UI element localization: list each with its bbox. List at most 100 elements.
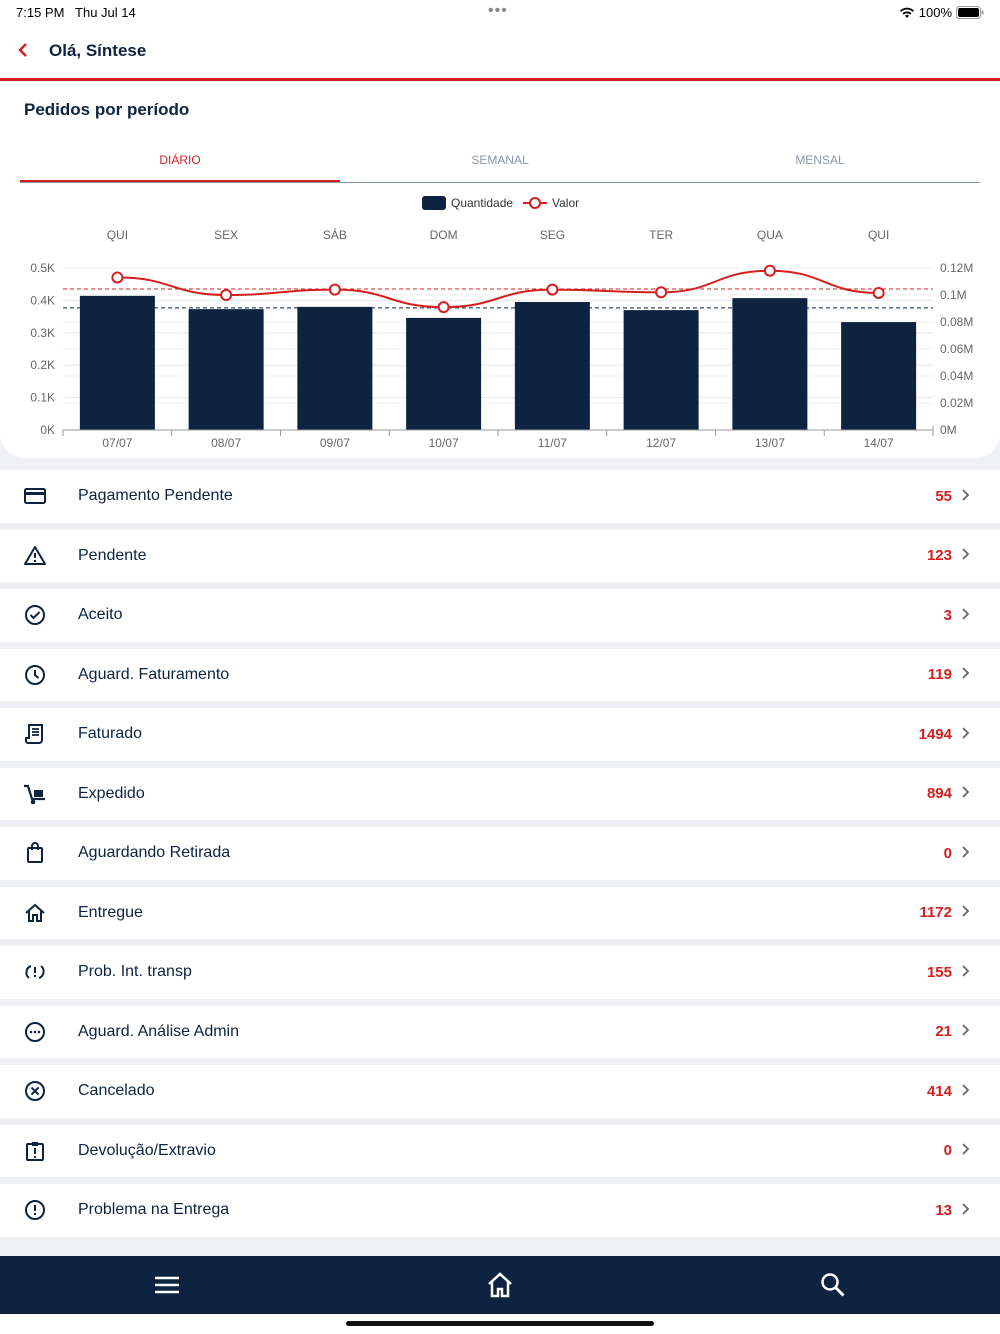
y-left-tick-label: 0.2K bbox=[30, 358, 55, 372]
receipt-icon bbox=[25, 724, 43, 745]
chevron-right-icon bbox=[960, 605, 970, 626]
menu-button[interactable] bbox=[147, 1265, 187, 1305]
point-valor bbox=[763, 264, 776, 277]
list-item-label: Faturado bbox=[78, 725, 143, 743]
list-item-faturado[interactable]: Faturado 1494 bbox=[0, 708, 1000, 768]
list-item-count: 119 bbox=[927, 666, 952, 684]
list-item-pendente[interactable]: Pendente 123 bbox=[0, 529, 1000, 589]
y-left-tick-label: 0.4K bbox=[30, 293, 55, 307]
shopping-bag-icon bbox=[27, 842, 43, 864]
search-button[interactable] bbox=[813, 1265, 853, 1305]
y-right-tick-label: 0.02M bbox=[940, 396, 973, 410]
menu-icon bbox=[154, 1276, 179, 1294]
point-valor bbox=[546, 283, 559, 296]
orders-chart: Quantidade Valor 0K 0.1K 0.2K 0.3K 0.4K 0.5K 0M 0… bbox=[30, 196, 973, 450]
list-item-label: Expedido bbox=[78, 784, 145, 802]
chevron-right-icon bbox=[960, 664, 970, 685]
bar-quantidade bbox=[732, 298, 808, 430]
chevron-right-icon bbox=[960, 843, 970, 864]
tab-mensal[interactable]: MENSAL bbox=[795, 153, 845, 167]
list-item-entregue[interactable]: Entregue 1172 bbox=[0, 886, 1000, 946]
list-item-label: Cancelado bbox=[78, 1082, 155, 1100]
y-right-tick-label: 0.04M bbox=[940, 369, 973, 383]
list-item-pagamento-pendente[interactable]: Pagamento Pendente 55 bbox=[0, 470, 1000, 530]
list-item-aguard-analise-admin[interactable]: Aguard. Análise Admin 21 bbox=[0, 1005, 1000, 1065]
list-item-count: 0 bbox=[943, 844, 952, 862]
point-valor bbox=[872, 286, 885, 299]
bar-quantidade bbox=[406, 317, 482, 430]
chevron-right-icon bbox=[960, 902, 970, 923]
day-label: DOM bbox=[430, 228, 458, 242]
day-label: TER bbox=[649, 228, 673, 242]
chevron-right-icon bbox=[960, 724, 970, 745]
warning-icon bbox=[24, 545, 46, 565]
point-valor bbox=[328, 283, 341, 296]
x-tick-label: 11/07 bbox=[538, 436, 567, 450]
wifi-icon bbox=[899, 7, 914, 18]
list-item-label: Aceito bbox=[78, 606, 123, 624]
list-item-count: 414 bbox=[926, 1082, 952, 1100]
legend-label-quantidade: Quantidade bbox=[451, 196, 513, 210]
legend-label-valor: Valor bbox=[552, 196, 579, 210]
hand-truck-icon bbox=[24, 784, 45, 805]
list-item-prob-int-transp[interactable]: Prob. Int. transp 155 bbox=[0, 946, 1000, 1006]
sync-problem-icon bbox=[25, 965, 45, 980]
point-valor bbox=[655, 286, 668, 299]
legend-marker-valor bbox=[529, 197, 541, 209]
x-tick-label: 08/07 bbox=[211, 436, 241, 450]
list-item-count: 55 bbox=[935, 487, 952, 505]
list-item-count: 1494 bbox=[918, 725, 952, 743]
list-item-label: Devolução/Extravio bbox=[78, 1141, 216, 1159]
list-item-problema-na-entrega[interactable]: Problema na Entrega 13 bbox=[0, 1184, 1000, 1244]
x-tick-label: 07/07 bbox=[102, 436, 132, 450]
list-item-expedido[interactable]: Expedido 894 bbox=[0, 767, 1000, 827]
line-valor bbox=[117, 269, 879, 309]
y-right-tick-label: 0M bbox=[940, 423, 957, 437]
bar-quantidade bbox=[188, 309, 264, 430]
home-button[interactable] bbox=[480, 1265, 520, 1305]
cancel-circle-icon bbox=[25, 1081, 45, 1102]
list-item-devolucao-extravio[interactable]: Devolução/Extravio 0 bbox=[0, 1124, 1000, 1184]
clipboard-alert-icon bbox=[26, 1141, 44, 1161]
more-circle-icon bbox=[25, 1021, 45, 1042]
bottom-nav bbox=[0, 1256, 1000, 1314]
clock-icon bbox=[25, 664, 45, 685]
time: 7:15 PM bbox=[16, 5, 65, 20]
day-label: QUA bbox=[757, 228, 783, 242]
list-item-label: Aguard. Faturamento bbox=[78, 665, 230, 683]
home-icon bbox=[25, 903, 45, 922]
alert-circle-icon bbox=[25, 1200, 45, 1221]
home-indicator bbox=[0, 1314, 1000, 1334]
y-left-tick-label: 0.3K bbox=[30, 326, 55, 340]
y-right-tick-label: 0.06M bbox=[940, 342, 973, 356]
day-label: SÁB bbox=[323, 227, 347, 242]
list-item-aguard-faturamento[interactable]: Aguard. Faturamento 119 bbox=[0, 648, 1000, 708]
bar-quantidade bbox=[514, 302, 590, 430]
list-item-count: 0 bbox=[943, 1142, 952, 1160]
list-item-cancelado[interactable]: Cancelado 414 bbox=[0, 1065, 1000, 1125]
list-item-label: Problema na Entrega bbox=[78, 1201, 230, 1219]
status-bar: 7:15 PM Thu Jul 14 ••• 100% bbox=[0, 0, 1000, 26]
tab-diario[interactable]: DIÁRIO bbox=[20, 143, 340, 182]
search-icon bbox=[821, 1273, 845, 1297]
list-item-aguardando-retirada[interactable]: Aguardando Retirada 0 bbox=[0, 827, 1000, 887]
list-item-count: 894 bbox=[926, 785, 952, 803]
back-button[interactable] bbox=[16, 40, 30, 66]
bar-quantidade bbox=[297, 306, 373, 430]
x-tick-label: 12/07 bbox=[646, 436, 676, 450]
multitasking-dots-icon[interactable]: ••• bbox=[488, 2, 508, 19]
list-item-aceito[interactable]: Aceito 3 bbox=[0, 589, 1000, 649]
order-status-list: Pagamento Pendente 55 Pendente 123 Aceit… bbox=[0, 470, 1000, 1244]
point-valor bbox=[111, 271, 124, 284]
list-item-count: 13 bbox=[935, 1201, 952, 1219]
date: Thu Jul 14 bbox=[75, 5, 136, 20]
point-valor bbox=[220, 289, 233, 301]
chevron-right-icon bbox=[960, 783, 970, 804]
tab-semanal[interactable]: SEMANAL bbox=[471, 153, 529, 167]
x-tick-label: 09/07 bbox=[320, 436, 350, 450]
day-label: QUI bbox=[107, 228, 128, 242]
check-circle-icon bbox=[25, 605, 45, 626]
battery-icon bbox=[956, 6, 984, 19]
y-right-tick-label: 0.12M bbox=[940, 261, 973, 275]
y-left-tick-label: 0K bbox=[40, 423, 55, 437]
